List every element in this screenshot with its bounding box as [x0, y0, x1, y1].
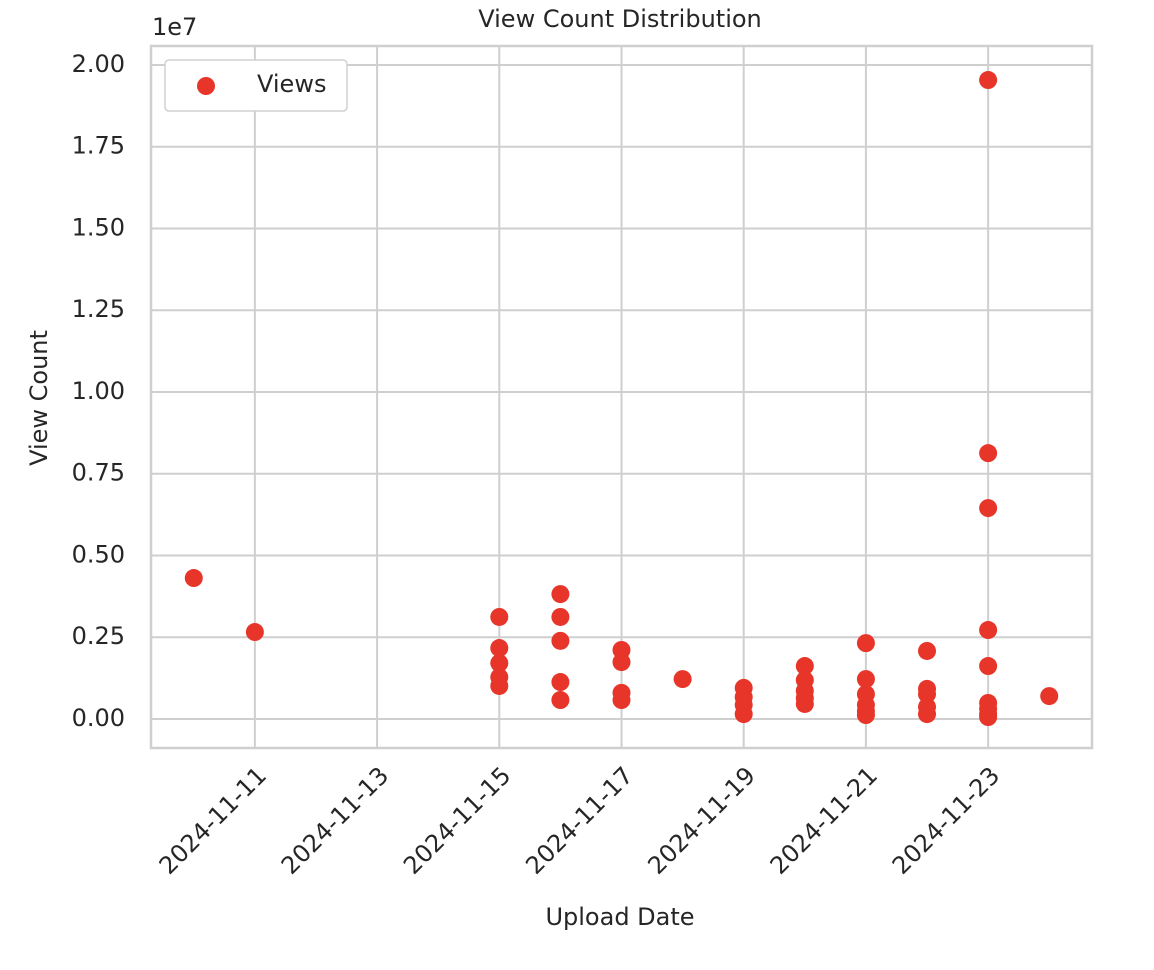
x-axis-label: Upload Date	[545, 903, 694, 931]
point	[612, 691, 631, 710]
x-tick-label: 2024-11-23	[887, 761, 1005, 879]
y-tick-label: 1.75	[72, 132, 125, 160]
point	[551, 585, 570, 604]
point	[490, 607, 509, 626]
point	[490, 654, 509, 673]
point	[551, 691, 570, 710]
point	[795, 657, 814, 676]
y-tick-label: 1.25	[72, 295, 125, 323]
offset-label: 1e7	[152, 13, 197, 41]
point	[856, 706, 875, 725]
point	[979, 621, 998, 640]
point	[673, 670, 692, 689]
point	[979, 499, 998, 518]
point	[1040, 687, 1059, 706]
x-tick-label: 2024-11-11	[154, 761, 272, 879]
point	[918, 685, 937, 704]
point	[979, 708, 998, 727]
y-tick-label: 1.50	[72, 213, 125, 241]
point	[918, 641, 937, 660]
point	[612, 653, 631, 672]
point	[551, 631, 570, 650]
y-axis-label: View Count	[25, 330, 53, 466]
y-tick-label: 1.00	[72, 377, 125, 405]
plot-frame	[149, 44, 1094, 750]
x-tick-label: 2024-11-19	[642, 761, 760, 879]
x-tick-label: 2024-11-17	[520, 761, 638, 879]
point	[856, 634, 875, 653]
point	[490, 639, 509, 658]
point	[918, 705, 937, 724]
chart-title: View Count Distribution	[478, 5, 762, 33]
y-tick-label: 0.00	[72, 704, 125, 732]
y-tick-label: 0.50	[72, 540, 125, 568]
point	[795, 694, 814, 713]
point	[490, 676, 509, 695]
point	[979, 71, 998, 90]
point	[551, 607, 570, 626]
x-tick-label: 2024-11-21	[765, 761, 883, 879]
y-tick-label: 0.25	[72, 622, 125, 650]
legend-box	[164, 59, 348, 112]
legend-label: Views	[257, 70, 326, 98]
point	[979, 657, 998, 676]
y-tick-label: 0.75	[72, 459, 125, 487]
y-tick-label: 2.00	[72, 50, 125, 78]
point	[245, 623, 264, 642]
point	[551, 673, 570, 692]
legend: Views	[164, 59, 348, 112]
x-tick-label: 2024-11-13	[276, 761, 394, 879]
x-tick-label: 2024-11-15	[398, 761, 516, 879]
legend-marker	[197, 77, 215, 95]
point	[734, 705, 753, 724]
point	[856, 670, 875, 689]
point	[979, 444, 998, 463]
point	[184, 569, 203, 588]
